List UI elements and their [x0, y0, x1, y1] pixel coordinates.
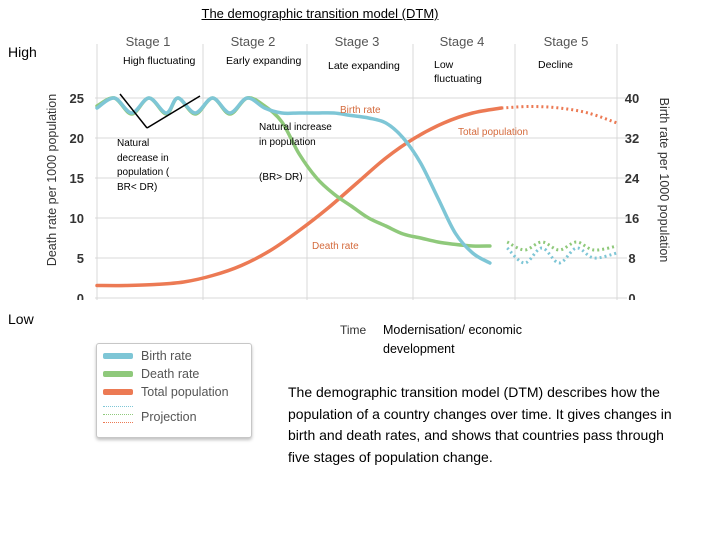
death-rate-projection — [506, 240, 618, 252]
death-rate-annotation: Death rate — [312, 241, 359, 252]
legend-label-projection: Projection — [141, 410, 197, 424]
modernisation-label: Modernisation/ economic development — [383, 323, 522, 356]
left-tick-label: 25 — [70, 91, 84, 106]
stage-1-desc: High fluctuating — [123, 55, 196, 67]
legend-label-total: Total population — [141, 385, 229, 399]
total-population-annotation: Total population — [458, 127, 529, 138]
description-text: The demographic transition model (DTM) d… — [288, 384, 672, 465]
left-tick-label: 5 — [77, 251, 84, 266]
legend-label-death: Death rate — [141, 367, 200, 381]
right-tick-label: 8 — [628, 251, 635, 266]
left-tick-label: 20 — [70, 131, 84, 146]
legend-swatch-death — [103, 371, 133, 377]
legend-swatch-birth — [103, 353, 133, 359]
natural-decrease-annotation: Natural decrease in population ( BR< DR) — [117, 138, 170, 193]
x-axis-label: Time — [340, 323, 367, 337]
arrow-line-right — [146, 95, 201, 129]
low-label: Low — [8, 311, 34, 327]
right-tick-label: 24 — [625, 171, 640, 186]
right-tick-label: 0 — [628, 291, 635, 300]
left-axis-ticks: 0 5 10 15 20 25 — [70, 91, 84, 300]
arrow-line-left — [119, 93, 148, 129]
legend-label-birth: Birth rate — [141, 349, 192, 363]
birth-rate-line — [95, 96, 492, 265]
total-population-projection — [501, 104, 618, 125]
left-tick-label: 15 — [70, 171, 84, 186]
total-population-line — [95, 106, 504, 288]
stage-header-3: Stage 3 — [335, 34, 380, 49]
stage-header-5: Stage 5 — [544, 34, 589, 49]
br-gt-dr-annotation: (BR> DR) — [259, 172, 303, 183]
left-axis-label: Death rate per 1000 population — [45, 94, 59, 266]
stage-3-desc: Late expanding — [328, 60, 400, 72]
stage-header-4: Stage 4 — [440, 34, 485, 49]
legend-swatch-total — [103, 389, 133, 395]
birth-rate-projection — [506, 246, 618, 265]
stage-2-desc: Early expanding — [226, 55, 302, 67]
high-label: High — [8, 44, 37, 60]
right-tick-label: 16 — [625, 211, 639, 226]
stage-header-2: Stage 2 — [231, 34, 276, 49]
right-tick-label: 40 — [625, 91, 639, 106]
natural-decrease-arrows — [119, 93, 201, 129]
stage-header-1: Stage 1 — [126, 34, 171, 49]
right-tick-label: 32 — [625, 131, 639, 146]
natural-increase-annotation: Natural increase in population — [259, 122, 332, 148]
left-tick-label: 10 — [70, 211, 84, 226]
right-axis-label: Birth rate per 1000 population — [657, 98, 671, 263]
left-tick-label: 0 — [77, 291, 84, 300]
chart-grid — [95, 44, 627, 300]
stage-4-desc: Low fluctuating — [434, 59, 482, 85]
legend: Birth rate Death rate Total population P… — [96, 343, 252, 438]
stage-headers: Stage 1 Stage 2 Stage 3 Stage 4 Stage 5 — [126, 34, 589, 49]
birth-rate-annotation: Birth rate — [340, 105, 381, 116]
page-title: The demographic transition model (DTM) — [201, 6, 439, 21]
stage-5-desc: Decline — [538, 59, 574, 71]
dtm-chart: 0 5 10 15 20 25 0 8 16 24 32 40 Death rate per 100… — [45, 34, 671, 300]
series-layer — [95, 96, 618, 288]
right-axis-ticks: 0 8 16 24 32 40 — [625, 91, 640, 300]
